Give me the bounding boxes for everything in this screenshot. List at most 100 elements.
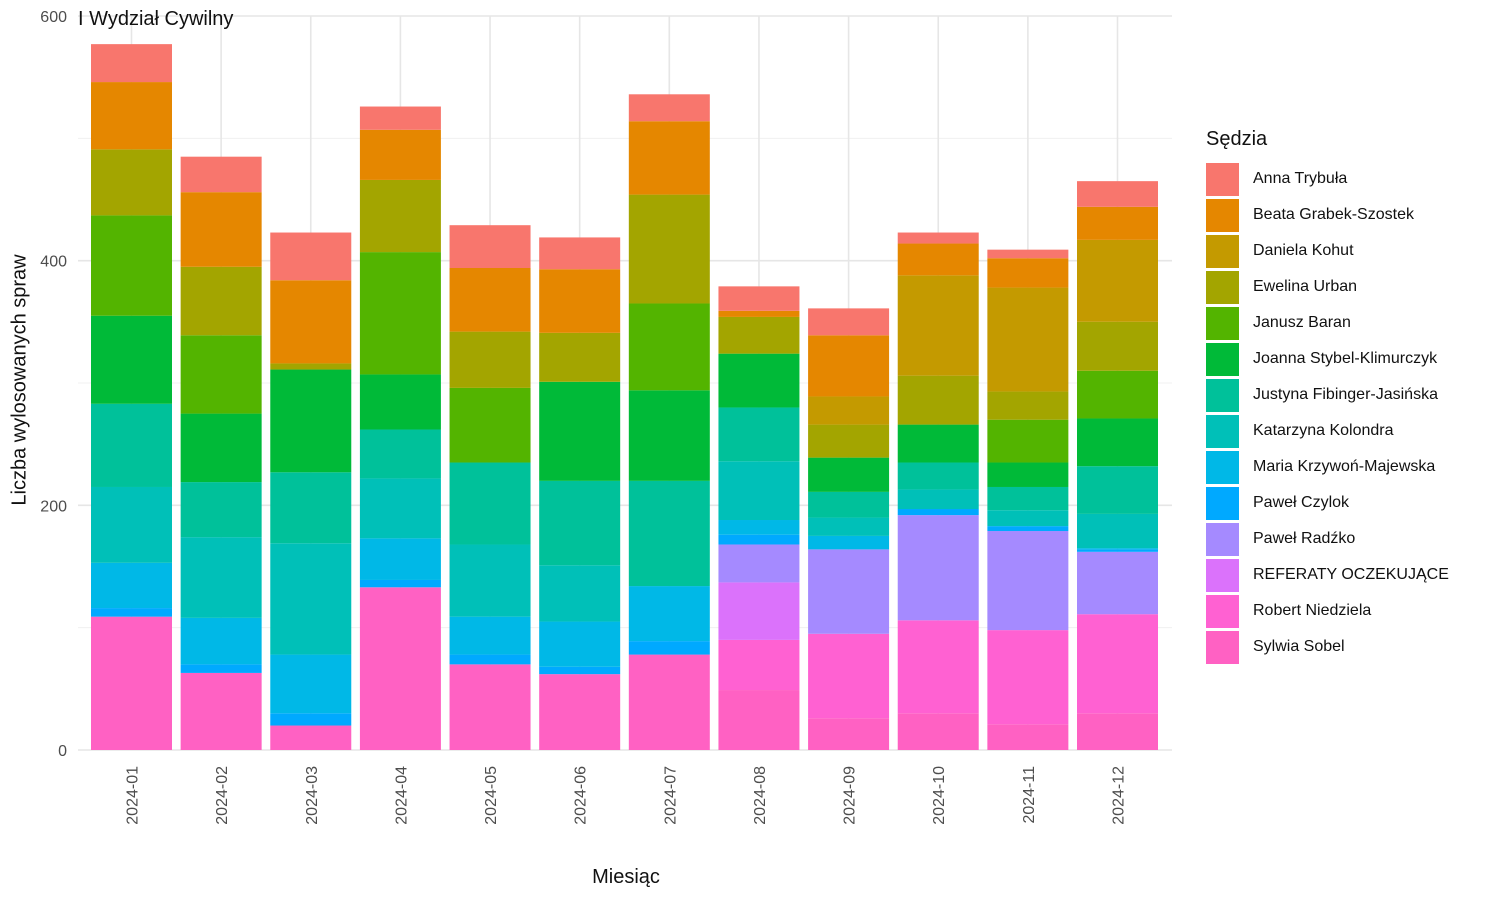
bar-segment [987, 249, 1069, 259]
bar-segment [628, 654, 710, 750]
bar-segment [897, 713, 979, 750]
bar-segment [808, 517, 890, 536]
bar-segment [987, 526, 1069, 532]
bar-segment [718, 316, 800, 354]
legend-item: Paweł Radźko [1206, 521, 1449, 557]
legend-item: Paweł Czylok [1206, 485, 1449, 521]
bar-segment [808, 549, 890, 634]
bar-segment [91, 315, 172, 404]
bar-segment [718, 461, 800, 521]
bar-segment [539, 332, 621, 382]
bar-segment [539, 621, 621, 667]
bar-segment [539, 565, 621, 622]
bar-segment [628, 121, 710, 195]
bar-segment [1077, 551, 1158, 615]
legend-swatch [1206, 378, 1239, 412]
legend-item: Robert Niedziela [1206, 593, 1449, 629]
axis-layer: 0 200 400 600 2024-01 2024-02 2024-03 2024-04 20… [40, 9, 1127, 825]
bar-segment [270, 280, 352, 364]
bar-segment [718, 520, 800, 535]
bar-segment [808, 424, 890, 458]
x-tick-label: 2024-10 [931, 766, 948, 825]
bar-segment [628, 586, 710, 642]
bar-segment [987, 287, 1069, 392]
legend-swatch [1206, 594, 1239, 628]
bar-segment [987, 391, 1069, 420]
bar-segment [180, 672, 262, 750]
legend-label: Beata Grabek-Szostek [1253, 206, 1414, 223]
bar-segment [987, 531, 1069, 631]
x-tick-label: 2024-02 [214, 766, 231, 825]
bar-segment [91, 608, 172, 617]
bar-segment [270, 363, 352, 370]
legend-item: Sylwia Sobel [1206, 629, 1449, 665]
bar-segment [897, 515, 979, 621]
bar-segment [1077, 239, 1158, 322]
legend-item: Ewelina Urban [1206, 269, 1449, 305]
bar-segment [270, 713, 352, 726]
bar-segment [539, 381, 621, 481]
bar-segment [897, 620, 979, 714]
legend-label: Katarzyna Kolondra [1253, 422, 1394, 439]
bar-segment [91, 486, 172, 563]
legend-swatch [1206, 522, 1239, 556]
bar-segment [449, 544, 531, 617]
legend-swatch [1206, 342, 1239, 376]
bar-segment [180, 617, 262, 665]
bar-segment [180, 482, 262, 538]
bar-segment [359, 538, 441, 580]
bar-segment [539, 237, 621, 270]
bar-segment [1077, 206, 1158, 240]
bar-segment [539, 480, 621, 566]
bar-segment [987, 486, 1069, 511]
bar-segment [1077, 548, 1158, 550]
bar-segment [808, 633, 890, 719]
bar-segment [628, 480, 710, 587]
bar-segment [539, 674, 621, 750]
bar-segment [359, 478, 441, 539]
x-tick-label: 2024-09 [842, 766, 859, 825]
bar-segment [359, 429, 441, 479]
bar-segment [1077, 181, 1158, 207]
bar-segment [808, 335, 890, 397]
bar-segment [359, 587, 441, 750]
legend-label: Robert Niedziela [1253, 602, 1372, 619]
bar-segment [449, 331, 531, 388]
bar-segment [1077, 614, 1158, 714]
legend-item: Anna Trybuła [1206, 161, 1449, 197]
bar-segment [270, 232, 352, 281]
chart-title: I Wydział Cywilny [78, 8, 234, 30]
bar-segment [180, 266, 262, 336]
legend-item: Katarzyna Kolondra [1206, 413, 1449, 449]
bar-segment [808, 718, 890, 750]
bar-segment [449, 268, 531, 332]
bar-segment [808, 457, 890, 492]
legend-label: Ewelina Urban [1253, 278, 1358, 295]
y-axis-label: Liczba wylosowanych spraw [8, 254, 31, 506]
bar-segment [449, 225, 531, 269]
bar-segment [91, 82, 172, 150]
legend-label: Maria Krzywoń-Majewska [1253, 458, 1436, 475]
bar-segment [628, 94, 710, 122]
y-tick-label: 0 [58, 743, 67, 760]
x-tick-label: 2024-08 [752, 766, 769, 825]
bar-segment [539, 666, 621, 675]
bar-segment [897, 489, 979, 510]
bar-segment [718, 310, 800, 317]
legend-title: Sędzia [1206, 128, 1268, 150]
y-tick-label: 600 [40, 9, 67, 26]
bar-segment [718, 534, 800, 545]
bar-segment [718, 639, 800, 691]
bar-segment [180, 664, 262, 673]
bar-segment [270, 369, 352, 473]
bar-segment [91, 44, 172, 83]
bar-segment [449, 387, 531, 463]
bar-segment [449, 616, 531, 655]
legend-swatch [1206, 558, 1239, 592]
bar-segment [180, 413, 262, 483]
x-tick-label: 2024-12 [1111, 766, 1128, 825]
bar-segment [987, 724, 1069, 750]
bar-segment [1077, 513, 1158, 549]
legend-swatch [1206, 198, 1239, 232]
legend-label: Sylwia Sobel [1253, 638, 1345, 655]
